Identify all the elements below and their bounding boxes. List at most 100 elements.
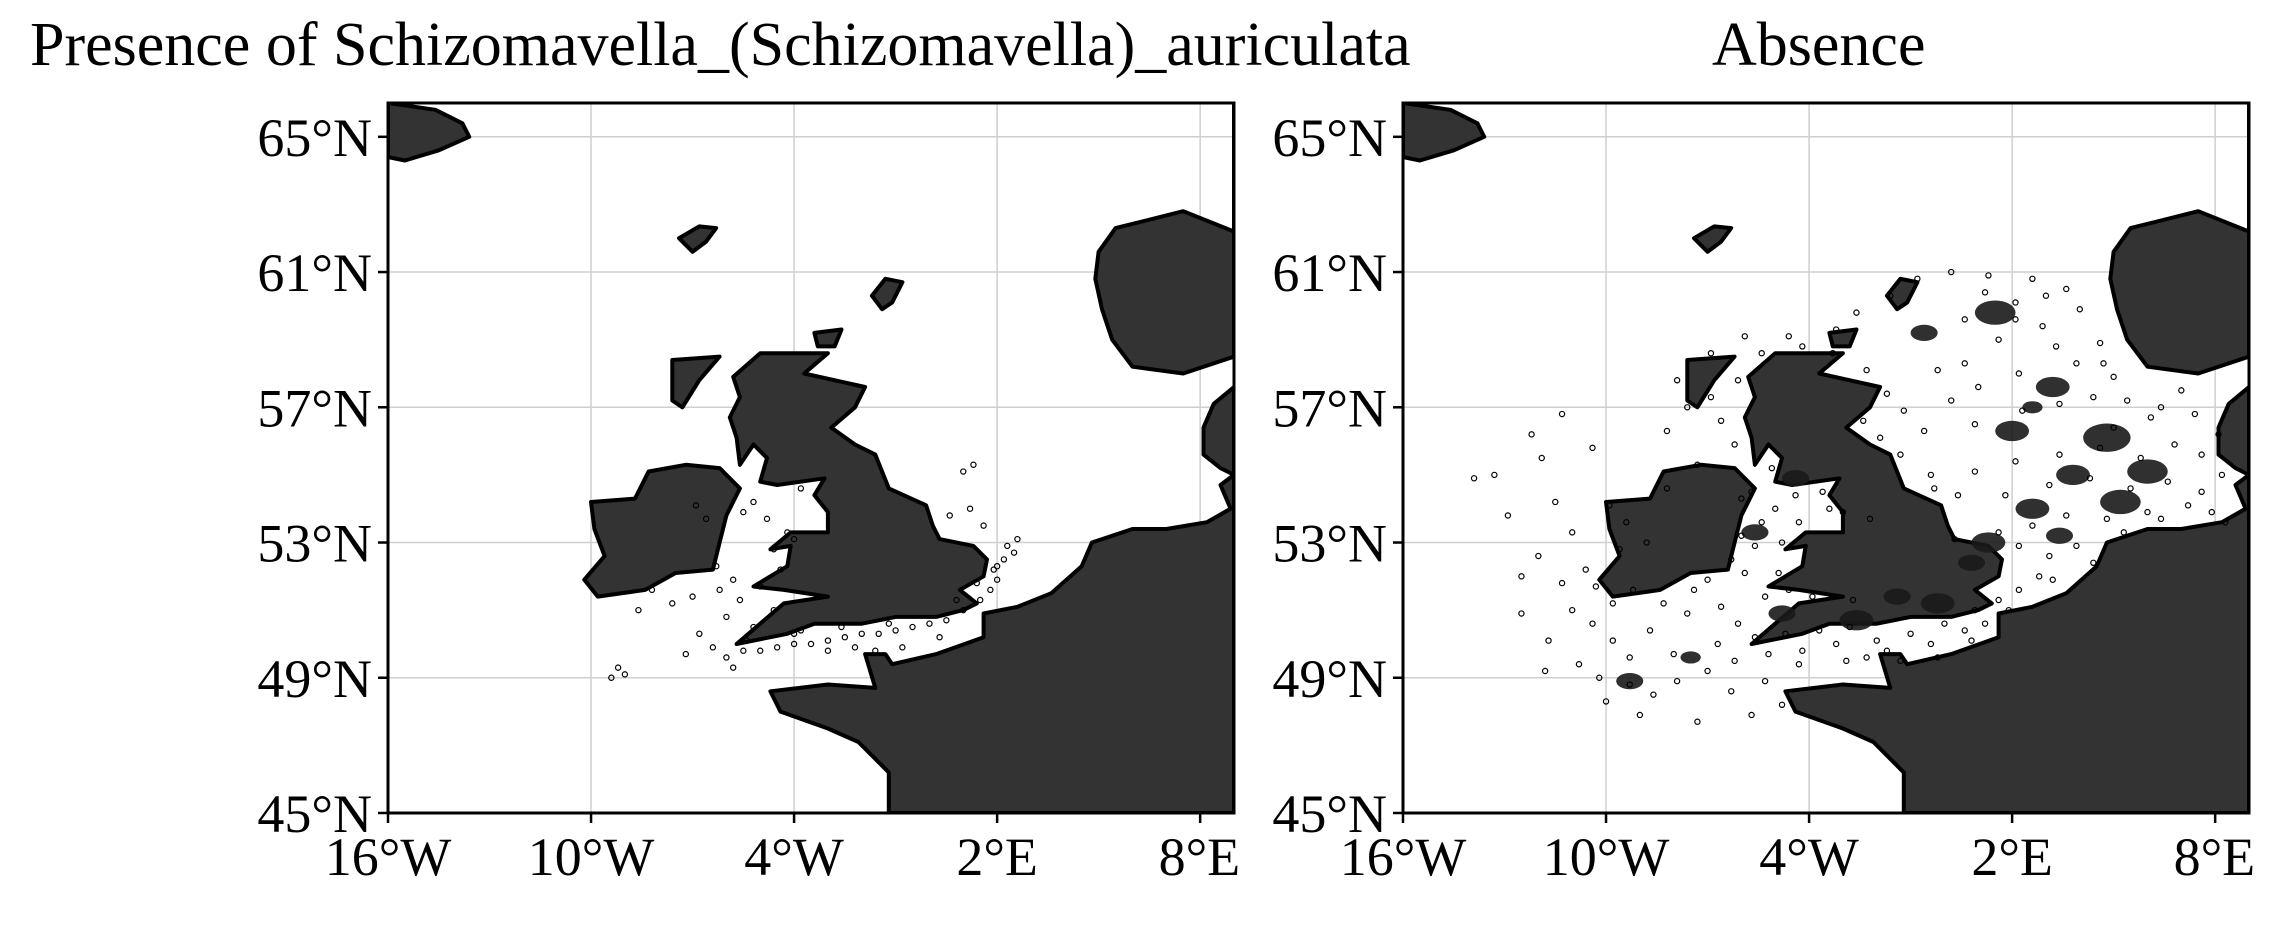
absence-record-point xyxy=(1975,383,1982,391)
absence-record-point xyxy=(2184,502,2192,509)
presence-record-point xyxy=(980,522,987,529)
absence-record-point xyxy=(2019,407,2026,414)
absence-record-point xyxy=(1670,650,1677,658)
presence-record-point xyxy=(784,529,791,536)
absence-record-point xyxy=(1961,627,1968,634)
absence-record-point xyxy=(2086,475,2094,482)
absence-land-denmark xyxy=(2216,385,2249,477)
presence-record-point xyxy=(723,613,730,621)
absence-record-point xyxy=(2015,586,2023,594)
absence-record-point xyxy=(1663,485,1671,492)
absence-record-point xyxy=(1704,667,1711,675)
absence-record-point xyxy=(1609,637,1617,644)
absence-record-point xyxy=(1981,289,1989,296)
absence-record-point xyxy=(1602,698,1610,705)
absence-record-point xyxy=(1470,475,1478,482)
presence-record-point xyxy=(899,644,906,651)
absence-record-cluster xyxy=(1910,324,1938,342)
absence-record-point xyxy=(2029,522,2036,529)
absence-record-point xyxy=(1768,464,1776,472)
absence-record-point xyxy=(2046,481,2053,489)
absence-record-cluster xyxy=(2022,401,2043,414)
absence-lat-label: 61°N xyxy=(1272,243,1387,303)
absence-record-point xyxy=(1518,610,1525,617)
presence-record-point xyxy=(740,647,747,654)
absence-record-point xyxy=(1694,461,1701,468)
absence-record-point xyxy=(1985,272,1992,279)
absence-record-point xyxy=(2198,488,2205,496)
absence-record-point xyxy=(1592,583,1600,590)
absence-record-point xyxy=(2096,444,2104,452)
presence-record-point xyxy=(750,623,757,631)
absence-record-point xyxy=(2056,400,2063,408)
absence-record-point xyxy=(1717,417,1725,425)
presence-record-point xyxy=(716,586,723,594)
presence-lon-label: 10°W xyxy=(528,827,655,887)
absence-record-point xyxy=(1863,366,1870,374)
absence-record-point xyxy=(1941,620,1948,627)
presence-record-point xyxy=(757,647,764,654)
absence-record-point xyxy=(1575,661,1583,668)
absence-record-point xyxy=(1636,711,1644,719)
absence-record-point xyxy=(1568,529,1576,536)
absence-land-great-britain xyxy=(1742,351,2004,646)
absence-record-point xyxy=(2052,343,2060,350)
presence-record-point xyxy=(892,627,899,634)
absence-record-cluster xyxy=(1616,673,1644,690)
absence-record-point xyxy=(1948,268,1955,276)
absence-record-point xyxy=(2110,373,2117,381)
absence-record-point xyxy=(1673,677,1681,685)
absence-record-point xyxy=(1714,640,1721,648)
presence-record-point xyxy=(973,579,981,587)
absence-record-point xyxy=(1558,579,1566,587)
absence-record-point xyxy=(2012,316,2019,323)
absence-record-point xyxy=(1995,596,2002,604)
absence-record-point xyxy=(1816,627,1823,634)
absence-record-point xyxy=(2002,491,2009,499)
absence-lat-label: 49°N xyxy=(1272,649,1387,709)
absence-record-point xyxy=(1663,427,1671,435)
absence-record-point xyxy=(1629,586,1637,594)
absence-record-point xyxy=(1809,593,1816,600)
absence-lat-label: 65°N xyxy=(1272,108,1387,168)
absence-record-point xyxy=(2171,441,2178,448)
absence-record-point xyxy=(2049,576,2056,583)
absence-record-point xyxy=(1504,512,1512,519)
absence-record-point xyxy=(1843,657,1850,665)
absence-map-area xyxy=(1403,103,2249,813)
absence-record-point xyxy=(2029,275,2036,283)
absence-record-point xyxy=(1839,508,1847,516)
absence-record-point xyxy=(1778,701,1786,709)
presence-record-point xyxy=(770,546,777,553)
absence-land-faroe-islands xyxy=(1692,224,1734,254)
absence-record-point xyxy=(2073,542,2080,550)
absence-record-point xyxy=(1684,404,1691,411)
absence-record-cluster xyxy=(2127,459,2168,484)
absence-record-point xyxy=(2100,360,2107,367)
absence-lon-label: 10°W xyxy=(1543,827,1670,887)
presence-record-point xyxy=(946,512,953,519)
presence-land-denmark xyxy=(1201,385,1234,477)
absence-record-point xyxy=(1907,630,1914,638)
absence-record-point xyxy=(1832,326,1840,333)
absence-record-point xyxy=(2218,471,2226,479)
absence-record-point xyxy=(1538,454,1545,462)
absence-record-point xyxy=(1765,650,1772,658)
absence-record-point xyxy=(1971,420,1979,428)
absence-record-point xyxy=(1758,349,1765,357)
absence-record-point xyxy=(1778,539,1786,546)
absence-record-point xyxy=(1582,566,1589,573)
absence-record-point xyxy=(1799,343,1806,350)
absence-record-point xyxy=(1971,468,1979,475)
absence-land-continent xyxy=(1783,472,2249,813)
absence-record-point xyxy=(1853,309,1860,316)
absence-record-point xyxy=(1690,586,1698,594)
absence-record-point xyxy=(1704,576,1711,583)
presence-record-point xyxy=(736,596,744,604)
absence-record-point xyxy=(2120,529,2127,536)
presence-lon-label: 4°W xyxy=(744,827,844,887)
presence-record-point xyxy=(993,562,1001,570)
presence-title: Presence of Schizomavella_(Schizomavella… xyxy=(30,11,1411,79)
presence-record-point xyxy=(757,583,764,590)
absence-record-cluster xyxy=(1971,532,2006,553)
